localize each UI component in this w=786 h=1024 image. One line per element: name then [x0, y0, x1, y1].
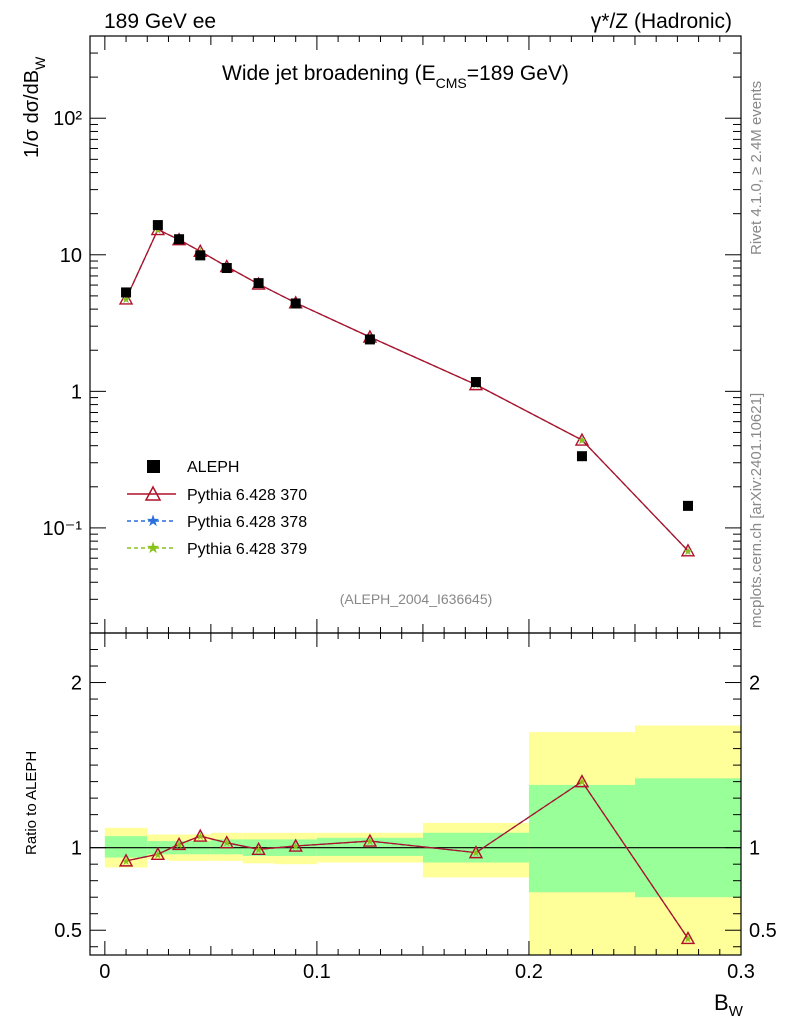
series-marker-triangle: [680, 543, 696, 557]
ratio-marker-triangle: [680, 931, 696, 945]
ratio-y-tick-label: 1: [71, 838, 82, 860]
analysis-label: (ALEPH_2004_I636645): [340, 591, 493, 607]
series-marker-star: ★: [683, 546, 693, 558]
ratio-series-line: [125, 780, 689, 939]
ratio-marker-star: ★: [577, 777, 587, 789]
ratio-y-tick-label: 2: [71, 673, 82, 695]
ratio-y-tick-label: 0.5: [749, 920, 777, 942]
data-point: [290, 298, 301, 309]
ratio-panel-series: ★ ★ ★ ★ ★ ★ ★ ★ ★ ★ ★: [118, 774, 696, 945]
data-point: [221, 263, 232, 274]
series-marker-star: ★: [121, 294, 131, 306]
process-label: γ*/Z (Hadronic): [591, 10, 732, 33]
stat-uncertainty-band: [528, 784, 635, 893]
legend-marker-378: ★: [146, 513, 160, 530]
ratio-marker-star: ★: [291, 841, 301, 853]
ratio-panel-bands: [104, 725, 741, 955]
data-point: [470, 377, 481, 388]
data-point: [152, 220, 163, 231]
series-marker-triangle: [118, 291, 134, 305]
legend-marker-aleph: [147, 460, 160, 473]
data-point: [174, 234, 185, 245]
legend-label-aleph: ALEPH: [187, 459, 239, 476]
legend-label-378: Pythia 6.428 378: [187, 514, 307, 531]
rivet-version-label: Rivet 4.1.0, ≥ 2.4M events: [748, 81, 765, 255]
y-tick-label: 10⁻¹: [43, 518, 83, 540]
ratio-marker-star: ★: [195, 831, 205, 843]
series-marker-star: ★: [683, 546, 693, 558]
series-marker-triangle: [574, 432, 590, 446]
stat-uncertainty-band: [104, 836, 148, 858]
ratio-y-axis-label: Ratio to ALEPH: [23, 751, 40, 855]
series-marker-star: ★: [153, 225, 163, 237]
ratio-marker-star: ★: [153, 849, 163, 861]
series-marker-star: ★: [121, 294, 131, 306]
ratio-marker-star: ★: [365, 836, 375, 848]
ratio-marker-star: ★: [121, 856, 131, 868]
x-tick-label: 0: [99, 961, 110, 983]
ratio-marker-triangle: [219, 835, 234, 849]
ratio-panel-frame: [89, 632, 742, 956]
legend-label-370: Pythia 6.428 370: [187, 487, 307, 504]
y-tick-label: 10²: [53, 108, 82, 130]
y-tick-label: 10: [60, 245, 82, 267]
series-marker-star: ★: [577, 435, 587, 447]
data-point: [121, 287, 132, 298]
ratio-marker-star: ★: [471, 848, 481, 860]
legend-marker-379: ★: [146, 540, 160, 557]
ratio-marker-triangle: [171, 836, 187, 851]
legend: ALEPH Pythia 6.428 370 ★ Pythia 6.428 37…: [127, 459, 307, 558]
ratio-marker-star: ★: [174, 839, 184, 851]
series-marker-star: ★: [153, 225, 163, 237]
x-axis-label: BW: [714, 990, 744, 1020]
legend-label-379: Pythia 6.428 379: [187, 541, 307, 558]
data-point: [576, 451, 587, 462]
mcplots-label: mcplots.cern.ch [arXiv:2401.10621]: [748, 393, 765, 628]
ratio-marker-star: ★: [683, 933, 693, 945]
ratio-marker-triangle: [468, 845, 484, 859]
ratio-marker-triangle: [150, 846, 166, 860]
y-tick-label: 1: [71, 381, 82, 403]
data-point: [364, 334, 375, 345]
ratio-marker-triangle: [362, 833, 378, 847]
series-marker-star: ★: [577, 435, 587, 447]
data-point: [253, 278, 264, 289]
data-point: [682, 500, 693, 511]
stat-uncertainty-band: [210, 839, 243, 855]
stat-uncertainty-band: [634, 778, 741, 898]
ratio-panel-axes: 0 0.1 0.2 0.3 0.5 0.5 1 1 2 2: [54, 632, 777, 983]
ratio-marker-triangle: [251, 841, 266, 856]
energy-label: 189 GeV ee: [104, 10, 216, 33]
x-tick-label: 0.1: [303, 961, 331, 983]
ratio-y-tick-label: 1: [749, 838, 760, 860]
y-axis-label: 1/σ dσ/dBW: [21, 56, 48, 158]
main-panel-series: ★★★★★★★★★★★★★★★★★★★★★★: [118, 220, 696, 558]
ratio-marker-star: ★: [222, 838, 232, 850]
ratio-y-tick-label: 2: [749, 673, 760, 695]
x-tick-label: 0.3: [727, 961, 755, 983]
chart-title: Wide jet broadening (ECMS=189 GeV): [222, 62, 569, 91]
ratio-marker-star: ★: [254, 844, 264, 856]
ratio-marker-triangle: [288, 838, 303, 852]
x-tick-label: 0.2: [515, 961, 543, 983]
legend-marker-370: [144, 485, 162, 501]
ratio-marker-triangle: [574, 774, 590, 788]
data-point: [195, 250, 206, 261]
ratio-marker-triangle: [193, 828, 208, 842]
ratio-y-tick-label: 0.5: [54, 920, 82, 942]
ratio-marker-triangle: [118, 853, 134, 867]
